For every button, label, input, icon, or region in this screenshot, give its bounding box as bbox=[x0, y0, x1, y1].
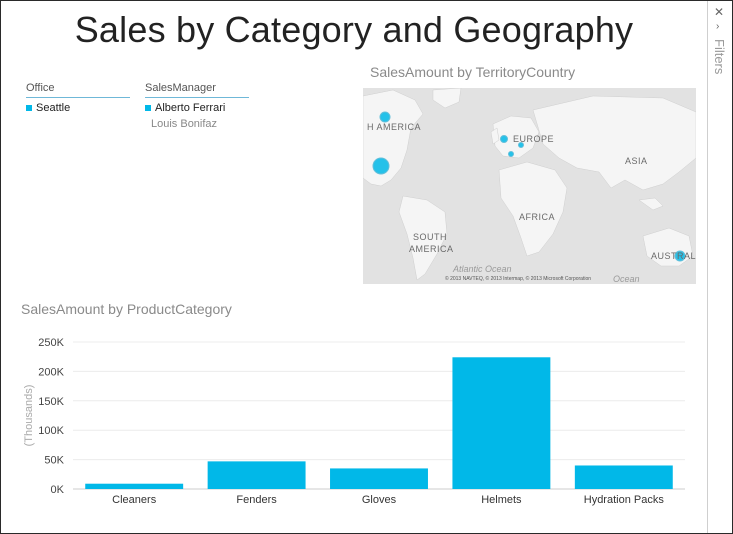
x-tick-label: Hydration Packs bbox=[584, 494, 665, 506]
map-bubble-united-kingdom[interactable] bbox=[500, 135, 508, 143]
sales-manager-slicer-header: SalesManager bbox=[145, 82, 249, 98]
filters-pane[interactable]: ✕ › Filters bbox=[707, 1, 732, 533]
slicer-item-louis-bonifaz[interactable]: Louis Bonifaz bbox=[145, 118, 249, 130]
y-axis-label: (Thousands) bbox=[23, 385, 35, 447]
map-label-europe: EUROPE bbox=[513, 134, 555, 144]
bar-helmets[interactable] bbox=[452, 357, 551, 489]
slicer-item-alberto-ferrari[interactable]: Alberto Ferrari bbox=[145, 102, 249, 114]
selected-square-icon bbox=[26, 105, 32, 111]
map-label-north-america: H AMERICA bbox=[367, 122, 422, 132]
y-tick-label: 100K bbox=[38, 425, 64, 437]
y-tick-label: 0K bbox=[51, 484, 65, 496]
slicer-item-label: Seattle bbox=[36, 102, 71, 114]
office-slicer: Office Seattle bbox=[26, 82, 130, 114]
office-slicer-header: Office bbox=[26, 82, 130, 98]
y-tick-label: 150K bbox=[38, 396, 64, 408]
slicer-item-label: Louis Bonifaz bbox=[151, 118, 218, 130]
map-label-asia: ASIA bbox=[625, 156, 648, 166]
bar-cleaners[interactable] bbox=[85, 483, 184, 489]
slicer-item-label: Alberto Ferrari bbox=[155, 102, 226, 114]
selected-square-icon bbox=[145, 105, 151, 111]
report-canvas: Sales by Category and Geography Office S… bbox=[1, 1, 707, 533]
map-label-south-america-line2: AMERICA bbox=[409, 244, 454, 254]
map-title: SalesAmount by TerritoryCountry bbox=[370, 64, 576, 80]
x-tick-label: Helmets bbox=[481, 494, 522, 506]
report-title: Sales by Category and Geography bbox=[74, 9, 634, 50]
bar-gloves[interactable] bbox=[330, 468, 428, 489]
y-tick-label: 250K bbox=[38, 337, 64, 349]
slicer-item-seattle[interactable]: Seattle bbox=[26, 102, 130, 114]
bar-chart-title: SalesAmount by ProductCategory bbox=[21, 301, 232, 317]
map-copyright: © 2013 NAVTEQ, © 2013 Intermap, © 2013 M… bbox=[445, 276, 592, 282]
bar-fenders[interactable] bbox=[207, 461, 306, 489]
close-icon[interactable]: ✕ bbox=[714, 5, 725, 19]
map-bubble-canada[interactable] bbox=[379, 111, 391, 123]
y-tick-label: 50K bbox=[44, 455, 64, 467]
map-visual[interactable]: H AMERICA EUROPE ASIA AFRICA SOUTH AMERI… bbox=[363, 88, 696, 284]
x-tick-label: Cleaners bbox=[112, 494, 157, 506]
filters-pane-label: Filters bbox=[712, 39, 727, 75]
map-label-australia: AUSTRALI bbox=[651, 251, 696, 261]
bar-hydration-packs[interactable] bbox=[574, 465, 673, 489]
y-tick-label: 200K bbox=[38, 366, 64, 378]
chevron-icon[interactable]: › bbox=[716, 21, 720, 32]
map-label-africa: AFRICA bbox=[519, 212, 556, 222]
sales-manager-slicer: SalesManager Alberto Ferrari Louis Bonif… bbox=[145, 82, 249, 130]
x-tick-label: Fenders bbox=[236, 494, 277, 506]
map-bubble-australia[interactable] bbox=[674, 250, 686, 262]
map-ocean-label-2: Ocean bbox=[613, 274, 640, 284]
x-tick-label: Gloves bbox=[362, 494, 397, 506]
map-bubble-germany[interactable] bbox=[518, 142, 524, 148]
map-ocean-label: Atlantic Ocean bbox=[453, 264, 512, 274]
map-label-south-america-line1: SOUTH bbox=[413, 232, 447, 242]
bar-chart-visual[interactable]: 0K 50K 100K 150K 200K 250K (Thousands) Cleaners… bbox=[1, 326, 707, 516]
map-bubble-united-states[interactable] bbox=[372, 157, 390, 175]
world-map-svg bbox=[363, 88, 696, 284]
map-bubble-france[interactable] bbox=[508, 151, 514, 157]
